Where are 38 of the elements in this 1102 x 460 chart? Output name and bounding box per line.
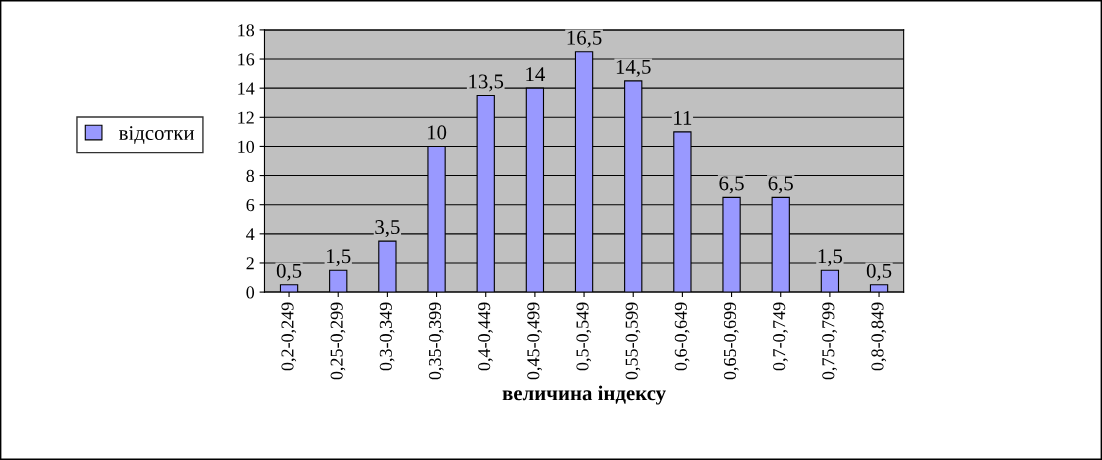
data-label: 1,5 xyxy=(327,249,351,267)
data-label: 10 xyxy=(427,125,447,140)
x-tick-label: 0,75-0,799 xyxy=(822,302,838,380)
y-tick-label: 18 xyxy=(238,24,255,37)
x-tick-label: 0,35-0,399 xyxy=(428,302,444,380)
y-tick-label: 6 xyxy=(246,199,255,212)
data-label: 0,5 xyxy=(276,263,302,281)
data-label: 13,5 xyxy=(469,74,504,92)
data-label: 14 xyxy=(526,67,545,81)
x-tick-label: 0,55-0,599 xyxy=(625,302,641,380)
y-tick-label: 10 xyxy=(238,140,255,153)
data-label: 14,5 xyxy=(616,59,651,77)
x-axis-title: величина індексу xyxy=(502,385,666,405)
y-tick-label: 4 xyxy=(246,228,255,241)
x-tick-label: 0,65-0,699 xyxy=(723,302,739,380)
y-tick-label: 8 xyxy=(246,169,255,183)
data-label: 6,5 xyxy=(768,176,793,194)
data-label: 0,5 xyxy=(866,263,892,281)
data-label: 16,5 xyxy=(567,30,602,48)
y-tick-label: 2 xyxy=(246,257,254,270)
x-tick-label: 0,45-0,499 xyxy=(527,302,543,380)
x-tick-label: 0,25-0,299 xyxy=(330,302,346,380)
y-tick-label: 0 xyxy=(246,286,255,299)
x-tick-label: 0,6-0,649 xyxy=(674,302,690,371)
x-tick-label: 0,5-0,549 xyxy=(576,302,592,371)
y-tick-label: 12 xyxy=(238,111,254,124)
x-tick-label: 0,8-0,849 xyxy=(871,302,887,371)
y-tick-label: 16 xyxy=(238,53,255,66)
x-tick-label: 0,3-0,349 xyxy=(379,302,395,371)
data-label: 3,5 xyxy=(375,220,400,238)
x-tick-label: 0,7-0,749 xyxy=(773,302,788,371)
y-tick-label: 14 xyxy=(238,82,255,95)
x-tick-label: 0,2-0,249 xyxy=(281,302,297,371)
data-label: 6,5 xyxy=(719,176,744,194)
legend-label: відсотки xyxy=(119,126,195,144)
x-tick-label: 0,4-0,449 xyxy=(478,302,493,371)
data-label: 1,5 xyxy=(818,249,843,267)
data-label: 11 xyxy=(674,110,692,125)
